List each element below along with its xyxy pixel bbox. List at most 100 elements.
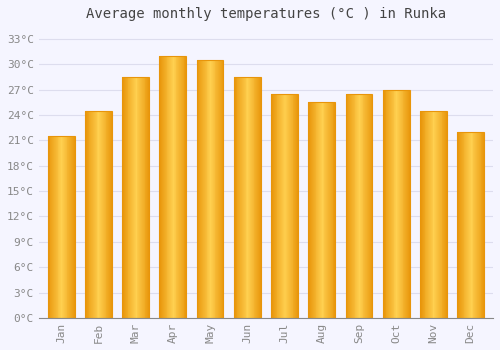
- Bar: [98, 111, 100, 318]
- Bar: [282, 94, 283, 318]
- Bar: [54, 136, 55, 318]
- Bar: [256, 77, 257, 318]
- Bar: [53, 136, 54, 318]
- Bar: [87, 111, 88, 318]
- Bar: [181, 56, 182, 318]
- Bar: [398, 90, 399, 318]
- Bar: [95, 111, 96, 318]
- Bar: [388, 90, 389, 318]
- Bar: [128, 77, 130, 318]
- Bar: [170, 56, 171, 318]
- Bar: [478, 132, 479, 318]
- Bar: [124, 77, 125, 318]
- Bar: [212, 60, 213, 318]
- Bar: [405, 90, 406, 318]
- Bar: [70, 136, 71, 318]
- Bar: [467, 132, 468, 318]
- Bar: [408, 90, 409, 318]
- Bar: [234, 77, 260, 318]
- Bar: [73, 136, 74, 318]
- Bar: [439, 111, 440, 318]
- Bar: [424, 111, 426, 318]
- Bar: [259, 77, 260, 318]
- Bar: [392, 90, 394, 318]
- Bar: [211, 60, 212, 318]
- Bar: [274, 94, 276, 318]
- Bar: [440, 111, 442, 318]
- Bar: [272, 94, 273, 318]
- Bar: [324, 102, 326, 318]
- Bar: [122, 77, 123, 318]
- Bar: [165, 56, 166, 318]
- Bar: [163, 56, 164, 318]
- Bar: [203, 60, 204, 318]
- Bar: [350, 94, 351, 318]
- Bar: [100, 111, 101, 318]
- Bar: [286, 94, 287, 318]
- Bar: [140, 77, 141, 318]
- Bar: [48, 136, 50, 318]
- Bar: [446, 111, 447, 318]
- Bar: [85, 111, 86, 318]
- Bar: [321, 102, 322, 318]
- Bar: [182, 56, 184, 318]
- Bar: [96, 111, 98, 318]
- Bar: [431, 111, 432, 318]
- Bar: [464, 132, 466, 318]
- Bar: [320, 102, 321, 318]
- Bar: [409, 90, 410, 318]
- Bar: [148, 77, 149, 318]
- Bar: [160, 56, 161, 318]
- Bar: [420, 111, 447, 318]
- Bar: [356, 94, 357, 318]
- Bar: [220, 60, 221, 318]
- Bar: [246, 77, 248, 318]
- Bar: [86, 111, 87, 318]
- Bar: [48, 136, 74, 318]
- Bar: [139, 77, 140, 318]
- Bar: [429, 111, 430, 318]
- Bar: [349, 94, 350, 318]
- Bar: [250, 77, 251, 318]
- Bar: [399, 90, 400, 318]
- Bar: [346, 94, 372, 318]
- Bar: [477, 132, 478, 318]
- Bar: [294, 94, 296, 318]
- Bar: [284, 94, 286, 318]
- Bar: [367, 94, 368, 318]
- Bar: [322, 102, 324, 318]
- Bar: [147, 77, 148, 318]
- Bar: [134, 77, 136, 318]
- Bar: [383, 90, 409, 318]
- Bar: [198, 60, 200, 318]
- Bar: [216, 60, 217, 318]
- Bar: [60, 136, 61, 318]
- Bar: [462, 132, 464, 318]
- Bar: [289, 94, 290, 318]
- Bar: [442, 111, 444, 318]
- Bar: [383, 90, 384, 318]
- Bar: [91, 111, 92, 318]
- Bar: [66, 136, 68, 318]
- Bar: [279, 94, 280, 318]
- Bar: [101, 111, 102, 318]
- Bar: [329, 102, 330, 318]
- Bar: [202, 60, 203, 318]
- Bar: [420, 111, 421, 318]
- Bar: [52, 136, 53, 318]
- Bar: [460, 132, 461, 318]
- Bar: [407, 90, 408, 318]
- Bar: [283, 94, 284, 318]
- Bar: [64, 136, 66, 318]
- Bar: [369, 94, 370, 318]
- Bar: [364, 94, 366, 318]
- Bar: [257, 77, 258, 318]
- Bar: [390, 90, 391, 318]
- Bar: [162, 56, 163, 318]
- Bar: [111, 111, 112, 318]
- Bar: [234, 77, 235, 318]
- Bar: [143, 77, 144, 318]
- Bar: [240, 77, 241, 318]
- Bar: [254, 77, 256, 318]
- Bar: [310, 102, 311, 318]
